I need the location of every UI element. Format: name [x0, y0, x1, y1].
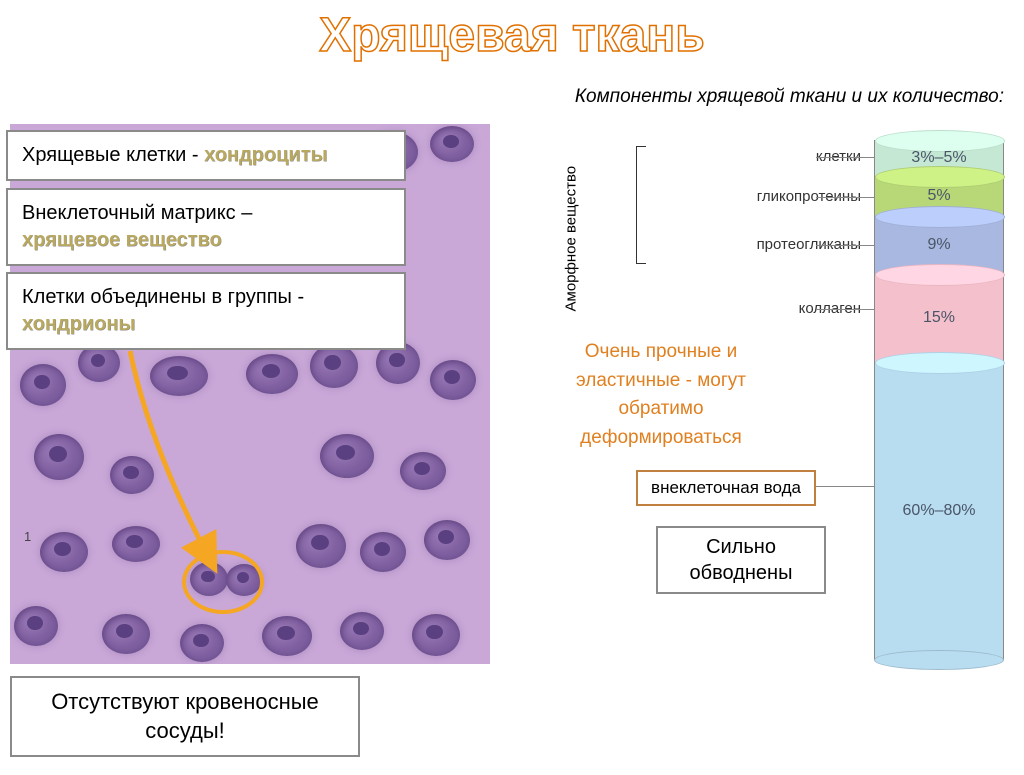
segment-percent: 5%: [875, 187, 1003, 205]
label-text: Клетки объединены в группы -: [22, 286, 304, 308]
page-number: 1: [24, 529, 31, 544]
segment-percent: 15%: [875, 309, 1003, 327]
cylinder-segment: 15%: [874, 274, 1004, 362]
cell: [360, 532, 406, 572]
leader-line: [816, 245, 874, 246]
cell: [296, 524, 346, 568]
cell: [340, 612, 384, 650]
keyword-chondrions: хондрионы: [22, 313, 136, 335]
label-chondrocytes: Хрящевые клетки - хондроциты: [6, 130, 406, 181]
keyword-matrix: хрящевое вещество: [22, 229, 222, 251]
cell: [400, 452, 446, 490]
arrow-pointer: [110, 346, 250, 576]
cell: [412, 614, 460, 656]
hydrated-label-box: Сильно обводнены: [656, 526, 826, 594]
cell: [430, 360, 476, 400]
orange-note: Очень прочные и эластичные - могут обрат…: [546, 338, 776, 452]
cell: [34, 434, 84, 480]
cell: [246, 354, 298, 394]
page-title: Хрящевая ткань: [0, 8, 1024, 63]
leader-line: [816, 157, 874, 158]
cell: [310, 344, 358, 388]
leader-water: [816, 486, 874, 487]
leader-line: [816, 197, 874, 198]
label-text: Хрящевые клетки -: [22, 144, 204, 166]
cylinder-chart-panel: Аморфное вещество 3%–5%5%9%15%60%–80% кл…: [506, 128, 1016, 758]
cylinder-chart: 3%–5% 5% 9% 15% 60%–80%: [874, 140, 1004, 660]
cell: [424, 520, 470, 560]
label-chondrions: Клетки объединены в группы - хондрионы: [6, 272, 406, 350]
cell: [102, 614, 150, 654]
label-no-vessels: Отсутствуют кровеносные сосуды!: [10, 676, 360, 757]
cell: [262, 616, 312, 656]
cell: [180, 624, 224, 662]
cylinder-bottom: [874, 650, 1004, 670]
cell: [40, 532, 88, 572]
histology-panel: Хрящевые клетки - хондроциты Внеклеточны…: [10, 124, 490, 664]
segment-percent: 60%–80%: [875, 502, 1003, 520]
water-label-box: внеклеточная вода: [636, 470, 816, 506]
bracket-amorphous: [636, 146, 646, 264]
cell: [14, 606, 58, 646]
leader-line: [816, 309, 874, 310]
subtitle: Компоненты хрящевой ткани и их количеств…: [575, 86, 1004, 108]
cell: [320, 434, 374, 478]
label-text: Внеклеточный матрикс –: [22, 202, 252, 224]
segment-percent: 3%–5%: [875, 149, 1003, 167]
vertical-axis-label: Аморфное вещество: [563, 142, 580, 312]
segment-percent: 9%: [875, 236, 1003, 254]
cell: [430, 126, 474, 162]
keyword-chondrocytes: хондроциты: [204, 144, 328, 166]
cell: [20, 364, 66, 406]
label-matrix: Внеклеточный матрикс – хрящевое вещество: [6, 188, 406, 266]
cylinder-segment: 60%–80%: [874, 362, 1004, 660]
